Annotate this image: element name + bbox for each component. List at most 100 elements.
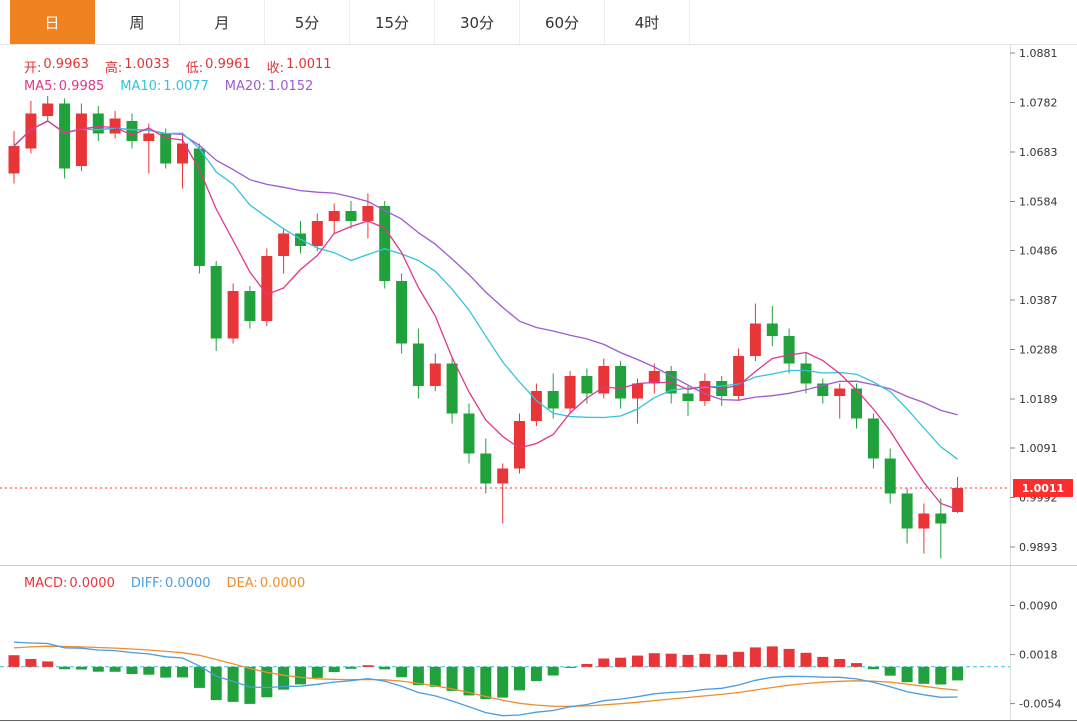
current-price-badge-label: 1.0011 xyxy=(1022,482,1064,495)
candle-body xyxy=(851,388,862,419)
macd-hist-bar xyxy=(311,666,323,678)
macd-hist-bar xyxy=(581,664,593,667)
candlestick-chart[interactable]: 1.0881 1.0782 1.0683 1.0584 1.0486 1.0387 1.02… xyxy=(0,45,1077,565)
macd-hist-bar xyxy=(59,666,71,670)
candle-body xyxy=(834,388,846,396)
macd-hist-bar xyxy=(109,666,121,672)
macd-hist-bar xyxy=(177,666,188,678)
candle-body xyxy=(8,146,20,174)
macd-hist-bar xyxy=(564,666,576,668)
timeframe-tab-6[interactable]: 60分 xyxy=(520,0,605,44)
macd-hist-bar xyxy=(665,653,677,667)
macd-panel: MACD: 0.0000 DIFF: 0.0000 DEA: 0.0000 0.0090 0… xyxy=(0,565,1077,721)
macd-hist-bar xyxy=(446,666,458,691)
timeframe-tab-3[interactable]: 5分 xyxy=(265,0,350,44)
candle-body xyxy=(59,103,71,169)
candle-body xyxy=(25,113,37,149)
candle-body xyxy=(682,393,694,401)
macd-hist-bar xyxy=(261,666,273,698)
candle-body xyxy=(42,103,54,116)
candle-body xyxy=(800,363,812,384)
macd-hist-bar xyxy=(379,666,391,670)
candle-body xyxy=(918,513,930,529)
candle-body xyxy=(581,376,593,394)
macd-hist-bar xyxy=(918,666,930,684)
timeframe-tab-1[interactable]: 周 xyxy=(95,0,180,44)
macd-hist-bar xyxy=(817,656,829,667)
main-chart-panel: 开: 0.9963 高: 1.0033 低: 0.9961 收: 1.0011 MA5: 0.… xyxy=(0,45,1077,565)
macd-hist-bar xyxy=(733,651,745,667)
macd-hist-bar xyxy=(867,666,879,670)
macd-hist-bar xyxy=(530,666,542,682)
candle-body xyxy=(210,266,222,339)
macd-hist-bar xyxy=(935,666,947,685)
candle-body xyxy=(261,256,273,321)
macd-hist-bar xyxy=(598,658,610,667)
candle-body xyxy=(193,148,205,266)
macd-hist-bar xyxy=(143,666,155,675)
timeframe-tab-0[interactable]: 日 xyxy=(10,0,95,44)
macd-hist-bar xyxy=(749,647,761,667)
macd-hist-bar xyxy=(615,657,627,667)
macd-hist-bar xyxy=(480,666,492,699)
macd-hist-bar xyxy=(295,666,306,685)
candle-body xyxy=(92,113,104,134)
price-tick-label: 1.0683 xyxy=(1019,146,1058,159)
candle-body xyxy=(514,421,525,469)
macd-hist-bar xyxy=(244,666,256,704)
candle-body xyxy=(109,118,121,134)
timeframe-tab-4[interactable]: 15分 xyxy=(350,0,435,44)
candle-body xyxy=(75,113,87,166)
macd-hist-bar xyxy=(328,666,340,673)
macd-hist-bar xyxy=(783,648,795,667)
price-tick-label: 1.0584 xyxy=(1019,196,1058,209)
macd-hist-bar xyxy=(497,666,509,698)
candle-body xyxy=(766,323,778,336)
macd-tick-label: 0.0018 xyxy=(1019,649,1058,662)
candle-body xyxy=(952,488,964,512)
macd-hist-bar xyxy=(648,653,660,667)
candle-body xyxy=(783,336,795,364)
macd-hist-bar xyxy=(851,663,862,667)
candle-body xyxy=(817,383,829,396)
candle-body xyxy=(547,391,559,409)
candle-body xyxy=(884,458,896,494)
macd-hist-bar xyxy=(75,666,87,670)
macd-hist-bar xyxy=(952,666,964,681)
candle-body xyxy=(749,323,761,356)
candle-body xyxy=(396,281,408,344)
candle-body xyxy=(901,493,913,529)
candle-body xyxy=(699,381,711,401)
macd-hist-bar xyxy=(834,659,846,667)
macd-hist-bar xyxy=(8,655,20,667)
candle-body xyxy=(615,366,627,399)
macd-hist-bar xyxy=(514,666,525,691)
ma5-line xyxy=(13,120,958,511)
candle-body xyxy=(935,513,947,524)
candle-body xyxy=(160,133,172,164)
current-price-badge xyxy=(1013,479,1073,497)
timeframe-toolbar: 日周月 5分 15分 30分 60分 4时 xyxy=(0,0,1077,45)
macd-chart[interactable]: 0.0090 0.0018 -0.0054 xyxy=(0,566,1077,720)
ma20-line xyxy=(13,120,958,416)
macd-hist-bar xyxy=(227,666,239,702)
price-tick-label: 1.0288 xyxy=(1019,344,1058,357)
candle-body xyxy=(328,211,340,221)
macd-hist-bar xyxy=(25,659,37,667)
macd-hist-bar xyxy=(632,655,643,667)
timeframe-tab-2[interactable]: 月 xyxy=(180,0,265,44)
price-tick-label: 1.0189 xyxy=(1019,393,1058,406)
diff-line xyxy=(13,641,958,717)
macd-hist-bar xyxy=(92,666,104,672)
ma10-line xyxy=(13,120,958,460)
candle-body xyxy=(463,413,475,454)
price-tick-label: 1.0486 xyxy=(1019,245,1058,258)
macd-hist-bar xyxy=(716,654,728,667)
price-tick-label: 1.0782 xyxy=(1019,97,1058,110)
timeframe-tab-5[interactable]: 30分 xyxy=(435,0,520,44)
candle-body xyxy=(177,143,188,164)
candle-body xyxy=(446,363,458,414)
macd-hist-bar xyxy=(547,666,559,676)
timeframe-tab-7[interactable]: 4时 xyxy=(605,0,690,44)
